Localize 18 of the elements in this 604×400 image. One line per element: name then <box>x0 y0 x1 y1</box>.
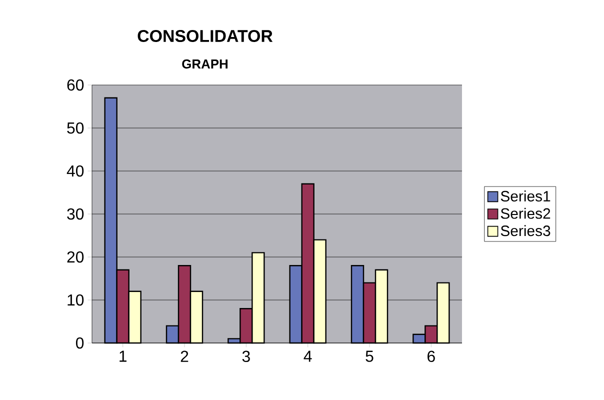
y-tick-label: 50 <box>67 122 84 134</box>
y-tick-label: 20 <box>67 251 84 263</box>
chart-title: CONSOLIDATOR <box>138 30 273 42</box>
y-tick-label: 40 <box>66 165 84 177</box>
x-tick-label: 2 <box>180 350 188 362</box>
x-tick-label: 1 <box>120 350 126 362</box>
legend-label: Series1 <box>500 190 550 202</box>
legend-label: Series2 <box>500 208 550 219</box>
x-tick-label: 6 <box>428 350 435 362</box>
chart-subtitle: GRAPH <box>182 59 228 69</box>
x-tick-label: 5 <box>366 350 374 362</box>
x-tick-label: 4 <box>304 350 312 362</box>
x-tick-label: 3 <box>242 350 250 362</box>
y-tick-label: 30 <box>67 208 84 220</box>
y-tick-label: 0 <box>76 337 84 349</box>
legend-label: Series3 <box>500 225 550 236</box>
y-tick-label: 60 <box>67 79 84 91</box>
y-tick-label: 10 <box>68 294 84 306</box>
